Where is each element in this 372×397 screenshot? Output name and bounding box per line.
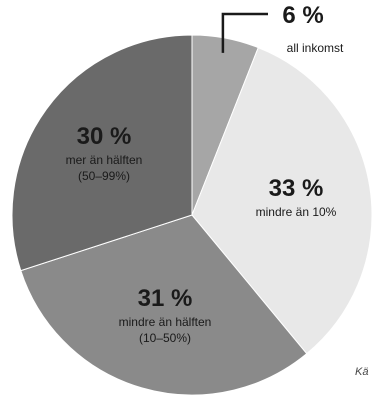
pie-slice-2 [191,46,372,355]
slice-category-label: mindre än 10% [256,205,337,219]
slice-category-label: mindre än hälften [119,315,212,329]
callout-leader-line [221,12,268,53]
slice-percent-label: 33 % [269,175,324,202]
source-note: Kä [355,366,368,378]
slice-category-label: mer än hälften [66,153,143,167]
slice-category-label: (50–99%) [78,169,130,183]
slice-category-label: (10–50%) [139,331,191,345]
slice-labels: 6 % all inkomst 33 % mindre än 10% 31 % mindr… [66,2,344,345]
pie-slice-4 [11,34,193,272]
pie-slice-3 [20,214,308,396]
slice-percent-label: 31 % [138,285,193,312]
slice-percent-label: 30 % [77,123,132,150]
pie-slices [11,34,372,396]
slice-category-label: all inkomst [287,41,344,55]
slice-percent-label: 6 % [282,2,323,29]
